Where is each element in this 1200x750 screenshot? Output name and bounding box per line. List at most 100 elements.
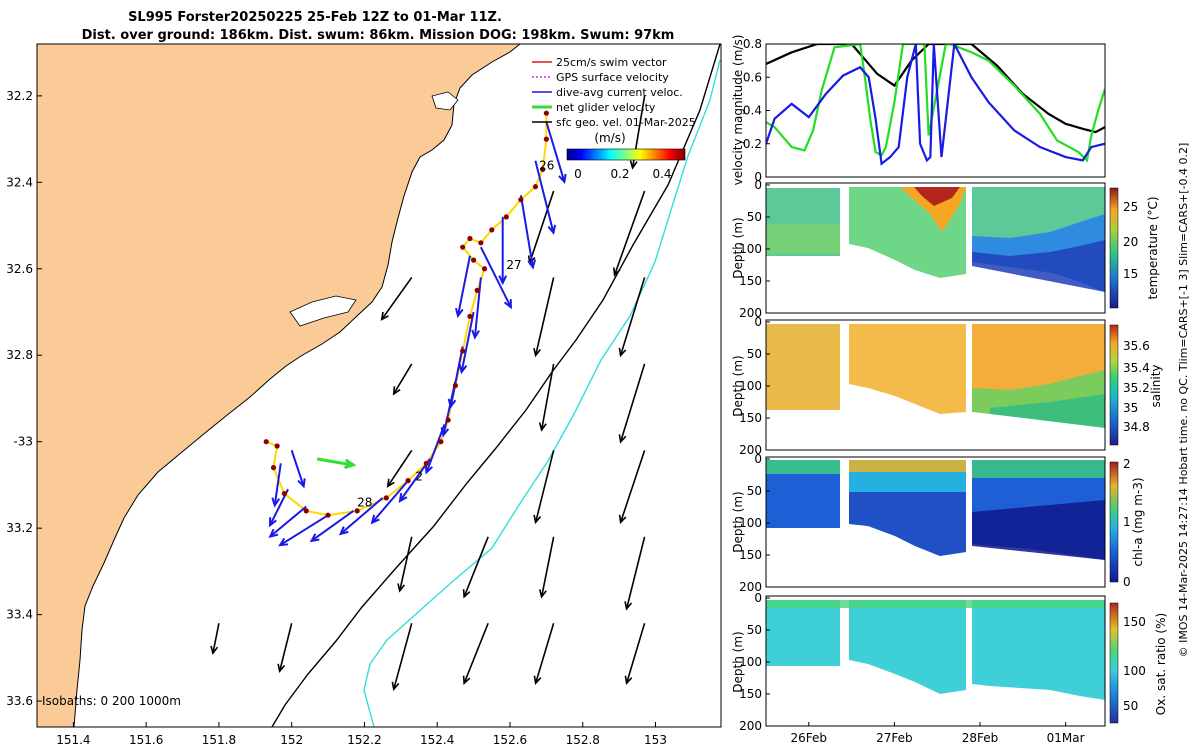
oxy-cbar-tick-2: 150 bbox=[1123, 615, 1146, 629]
track-dot bbox=[263, 439, 269, 445]
depth-tick-label: 50 bbox=[747, 484, 762, 498]
oxy-colorbar-label: Ox. sat. ratio (%) bbox=[1154, 613, 1168, 715]
day-label: 27 bbox=[506, 258, 521, 272]
geo-vector-arrow bbox=[624, 536, 646, 611]
dive-avg-current-vectors bbox=[268, 121, 567, 547]
track-dot bbox=[303, 508, 309, 514]
geo-vector-arrow bbox=[397, 536, 413, 593]
geo-vector-arrow bbox=[618, 277, 646, 358]
time-tick-label: 28Feb bbox=[962, 731, 999, 745]
map-area: 26 27 2 28 bbox=[37, 44, 721, 727]
depth-tick-label: 0 bbox=[754, 591, 762, 605]
velocity-ytick-label: 0.4 bbox=[743, 104, 762, 118]
map-xtick-label: 152.6 bbox=[493, 733, 527, 747]
chla-cbar-tick-0: 0 bbox=[1123, 575, 1131, 589]
track-dot bbox=[445, 417, 451, 423]
depth-tick-label: 50 bbox=[747, 210, 762, 224]
map-xtick-label: 153 bbox=[644, 733, 667, 747]
map-xtick-label: 152.8 bbox=[566, 733, 600, 747]
isobaths-label: Isobaths: 0 200 1000m bbox=[42, 694, 181, 708]
geostrophic-vectors bbox=[210, 95, 646, 692]
figure-title-line1: SL995 Forster20250225 25-Feb 12Z to 01-M… bbox=[128, 10, 502, 25]
sal-frame bbox=[765, 319, 1106, 451]
geo-vector-arrow bbox=[538, 363, 555, 432]
track-dot bbox=[325, 512, 331, 518]
temp-section-a-lower bbox=[766, 224, 840, 254]
current-vector-arrow bbox=[370, 479, 409, 525]
depth-tick-label: 50 bbox=[747, 623, 762, 637]
temp-deep-layer bbox=[972, 240, 1105, 292]
track-dot bbox=[481, 266, 488, 272]
temp-frame bbox=[765, 182, 1106, 314]
oxy-ylabel: Depth (m) bbox=[731, 631, 745, 692]
chla-panel: Depth (m) 0 50 100 150 200 0 1 2 chl-a (mg m… bbox=[731, 452, 1145, 594]
track-dot bbox=[281, 490, 288, 497]
map-ytick-label: 32.2 bbox=[6, 89, 33, 103]
map-ytick-label: 33.4 bbox=[6, 608, 33, 622]
sal-cbar-tick-1: 35 bbox=[1123, 401, 1138, 415]
sal-colorbar-label: salinity bbox=[1149, 364, 1163, 407]
isobath-1000m bbox=[363, 59, 721, 727]
geo-vector-arrow bbox=[462, 536, 489, 599]
depth-tick-label: 150 bbox=[739, 687, 762, 701]
current-vector-arrow bbox=[454, 255, 471, 319]
sal-cbar-tick-0: 34.8 bbox=[1123, 420, 1150, 434]
day-labels: 26 27 2 28 bbox=[357, 158, 554, 509]
map-ytick-label: 32.8 bbox=[6, 348, 33, 362]
chla-cbar-tick-1: 1 bbox=[1123, 515, 1131, 529]
velocity-series-black bbox=[766, 44, 1105, 134]
oxy-section-c bbox=[972, 600, 1105, 700]
map-y-axis: 32.2 32.4 32.6 32.8 -33 33.2 33.4 33.6 bbox=[6, 89, 42, 708]
land-mass bbox=[37, 44, 521, 727]
oxy-cbar-tick-0: 50 bbox=[1123, 699, 1138, 713]
track-dot bbox=[470, 257, 477, 263]
track-dot bbox=[489, 227, 495, 233]
map-ytick-label: 32.6 bbox=[6, 262, 33, 276]
chla-colorbar-label: chl-a (mg m-3) bbox=[1131, 477, 1145, 566]
geo-vector-arrow bbox=[391, 623, 413, 692]
chla-y-axis: 0 50 100 150 200 bbox=[739, 452, 770, 594]
map-xtick-label: 151.6 bbox=[129, 733, 163, 747]
current-vector-arrow bbox=[290, 450, 306, 489]
track-dot bbox=[532, 184, 539, 190]
map-xtick-label: 151.8 bbox=[202, 733, 236, 747]
velocity-ytick-label: 0.8 bbox=[743, 37, 762, 51]
map-ytick-label: 33.2 bbox=[6, 521, 33, 535]
current-vector-arrow bbox=[519, 195, 537, 270]
depth-tick-label: 200 bbox=[739, 443, 762, 457]
geo-vector-arrow bbox=[533, 277, 555, 358]
map-xtick-label: 152.2 bbox=[347, 733, 381, 747]
oxy-y-axis: 0 50 100 150 200 bbox=[739, 591, 770, 733]
map-xtick-label: 152 bbox=[280, 733, 303, 747]
figure-title-line2: Dist. over ground: 186km. Dist. swum: 86… bbox=[82, 28, 675, 43]
current-vector-arrow bbox=[309, 510, 355, 543]
geo-vector-arrow bbox=[533, 450, 555, 525]
temp-hot-core bbox=[914, 187, 960, 206]
current-vector-arrow bbox=[278, 514, 329, 547]
track-dot bbox=[405, 478, 411, 484]
chla-section-c-surface bbox=[972, 460, 1105, 478]
temp-cbar-tick-0: 15 bbox=[1123, 267, 1138, 281]
net-glider-velocity-arrow bbox=[316, 457, 357, 469]
track-dot bbox=[423, 460, 429, 466]
track-dot bbox=[452, 382, 459, 389]
map-frame bbox=[36, 43, 722, 728]
map-xtick-label: 151.4 bbox=[56, 733, 90, 747]
legend-item-geo: sfc geo. vel. 01-Mar-2025 bbox=[556, 116, 696, 129]
chla-section-a-surface bbox=[766, 460, 840, 474]
velocity-panel: 0 0.2 0.4 0.6 0.8 velocity magnitude (m/s) bbox=[731, 35, 1106, 185]
map-xtick-label: 152.4 bbox=[420, 733, 454, 747]
current-vector-arrow bbox=[271, 463, 282, 508]
depth-tick-label: 200 bbox=[739, 719, 762, 733]
time-tick-label: 26Feb bbox=[791, 731, 828, 745]
day-label: 26 bbox=[539, 158, 554, 172]
track-dot bbox=[540, 166, 546, 172]
current-vector-arrow bbox=[338, 497, 384, 536]
depth-tick-label: 200 bbox=[739, 306, 762, 320]
depth-tick-label: 150 bbox=[739, 411, 762, 425]
day-label: 28 bbox=[357, 496, 372, 510]
track-dot bbox=[270, 465, 277, 471]
chla-ylabel: Depth (m) bbox=[731, 491, 745, 552]
depth-tick-label: 100 bbox=[739, 655, 762, 669]
